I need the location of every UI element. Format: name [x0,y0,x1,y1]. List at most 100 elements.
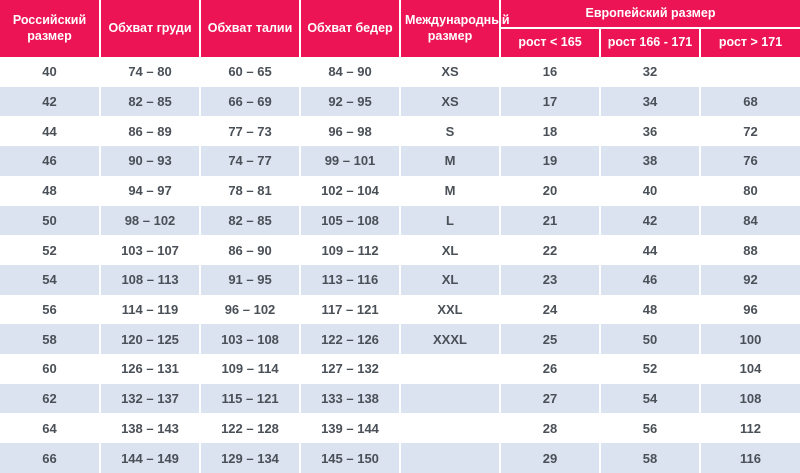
table-cell: XS [399,57,500,87]
table-cell: 120 – 125 [99,324,200,355]
header-hips: Обхват бедер [299,0,400,57]
table-cell: 139 – 144 [299,413,400,444]
table-cell: 46 [599,264,700,295]
table-cell: 133 – 138 [299,383,400,414]
table-cell: 50 [42,212,57,228]
table-cell: 29 [499,443,600,473]
table-cell: 20 [499,175,600,206]
table-cell: 132 – 137 [99,383,200,414]
header-height-lt-165: рост < 165 [499,27,600,57]
table-cell [399,443,500,473]
table-cell: 56 [599,413,700,444]
table-cell: 74 – 77 [199,146,300,176]
table-cell: 24 [499,294,600,325]
table-cell: 96 [699,294,800,325]
table-cell: 108 [699,383,800,414]
table-cell: 44 [599,235,700,265]
table-cell: 46 [42,153,57,169]
table-cell: 92 [699,264,800,295]
table-cell: M [399,175,500,206]
table-cell: 96 – 98 [299,116,400,147]
table-cell: 38 [599,146,700,176]
header-russian-size: Российский размер [0,0,100,57]
table-cell: 144 – 149 [99,443,200,473]
header-waist: Обхват талии [199,0,300,57]
table-cell: 138 – 143 [99,413,200,444]
table-cell: 62 [42,391,57,407]
table-cell: 54 [599,383,700,414]
table-body: 40 74 – 80 60 – 65 84 – 90 XS 16 32 42 82 – 85 66… [0,57,800,473]
table-row: 52 103 – 107 86 – 90 109 – 112 XL 22 44 88 [0,235,800,265]
table-cell: 126 – 131 [99,354,200,384]
table-cell: 40 [42,64,57,80]
header-european-size: Европейский размер [499,0,800,28]
table-cell: 64 [42,420,57,436]
table-cell: 56 [42,301,57,317]
table-cell: 109 – 114 [199,354,300,384]
table-row: 60 126 – 131 109 – 114 127 – 132 26 52 104 [0,354,800,384]
table-cell: 114 – 119 [99,294,200,325]
header-row-main: Российский размер Обхват груди Обхват та… [0,0,800,57]
table-cell: 60 [42,361,57,377]
table-cell: XXL [399,294,500,325]
table-cell: 48 [599,294,700,325]
table-cell [399,413,500,444]
table-cell: 92 – 95 [299,86,400,117]
table-cell: 145 – 150 [299,443,400,473]
table-cell: 105 – 108 [299,205,400,236]
table-cell: 26 [499,354,600,384]
table-cell: 44 [42,123,57,139]
table-cell: 91 – 95 [199,264,300,295]
table-cell: 18 [499,116,600,147]
table-cell: 72 [699,116,800,147]
table-cell: 23 [499,264,600,295]
table-cell: 113 – 116 [299,264,400,295]
table-cell: 122 – 128 [199,413,300,444]
table-cell: 16 [499,57,600,87]
table-cell [399,354,500,384]
table-cell: 28 [499,413,600,444]
table-header: Российский размер Обхват груди Обхват та… [0,0,800,57]
table-row: 62 132 – 137 115 – 121 133 – 138 27 54 108 [0,383,800,414]
table-cell: 42 [599,205,700,236]
header-chest: Обхват груди [99,0,200,57]
table-cell: 86 – 89 [99,116,200,147]
table-cell [399,383,500,414]
table-cell: 84 – 90 [299,57,400,87]
table-cell: 129 – 134 [199,443,300,473]
table-cell: 52 [599,354,700,384]
table-row: 58 120 – 125 103 – 108 122 – 126 XXXL 25 50 100 [0,324,800,355]
table-row: 66 144 – 149 129 – 134 145 – 150 29 58 116 [0,443,800,473]
table-cell: 109 – 112 [299,235,400,265]
table-cell: 90 – 93 [99,146,200,176]
table-cell: 22 [499,235,600,265]
table-cell: 82 – 85 [99,86,200,117]
table-cell: 50 [599,324,700,355]
header-row-sub: рост < 165 рост 166 - 171 рост > 171 [0,27,800,57]
table-cell: 66 [42,450,57,466]
table-cell: L [399,205,500,236]
table-cell: 122 – 126 [299,324,400,355]
table-cell: 86 – 90 [199,235,300,265]
table-cell: 76 [699,146,800,176]
table-row: 56 114 – 119 96 – 102 117 – 121 XXL 24 48 96 [0,294,800,325]
table-cell: 48 [42,183,57,199]
table-row: 42 82 – 85 66 – 69 92 – 95 XS 17 34 68 [0,86,800,117]
table-cell: 99 – 101 [299,146,400,176]
table-cell: 98 – 102 [99,205,200,236]
table-cell: 58 [42,331,57,347]
table-row: 50 98 – 102 82 – 85 105 – 108 L 21 42 84 [0,205,800,236]
table-cell: 66 – 69 [199,86,300,117]
table-row: 48 94 – 97 78 – 81 102 – 104 M 20 40 80 [0,175,800,206]
table-cell: 36 [599,116,700,147]
table-row: 44 86 – 89 77 – 73 96 – 98 S 18 36 72 [0,116,800,147]
table-cell: 96 – 102 [199,294,300,325]
table-cell [699,57,800,87]
table-cell: XS [399,86,500,117]
table-cell: 127 – 132 [299,354,400,384]
table-cell: XL [399,264,500,295]
table-cell: 115 – 121 [199,383,300,414]
table-cell: 32 [599,57,700,87]
table-cell: 40 [599,175,700,206]
